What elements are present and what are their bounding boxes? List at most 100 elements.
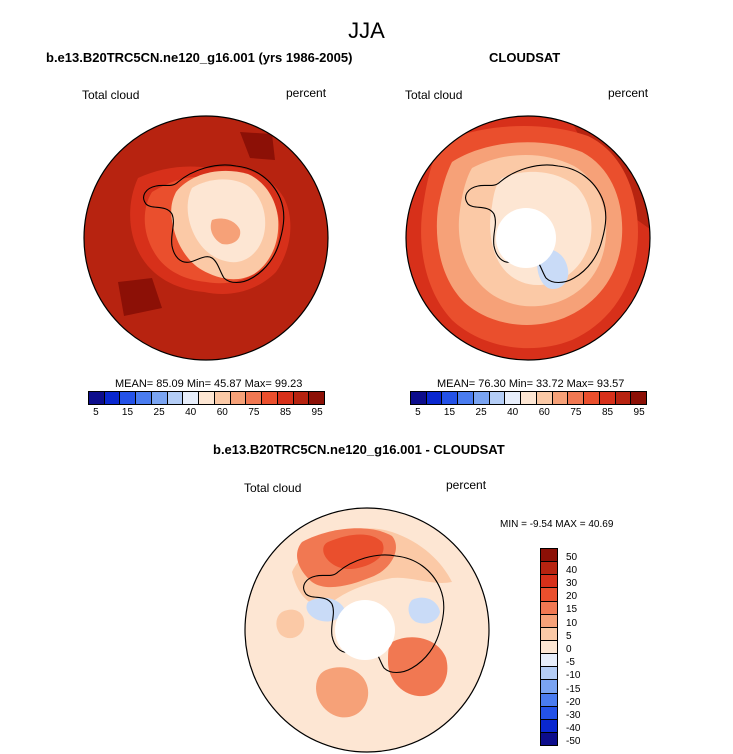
diff-negative-patch (408, 597, 440, 624)
obs-stats: MEAN= 76.30 Min= 33.72 Max= 93.57 (437, 378, 625, 390)
model-panel-title: b.e13.B20TRC5CN.ne120_g16.001 (yrs 1986-… (46, 50, 353, 65)
diff-colorbar-tick-label: 50 (566, 551, 578, 563)
diff-colorbar-cell (541, 680, 557, 694)
model-variable-label: Total cloud (82, 88, 140, 102)
diff-positive-patch (388, 637, 448, 697)
obs-colorbar-tick-label: 40 (507, 407, 519, 418)
diff-colorbar-tick-label: 40 (566, 564, 578, 576)
diff-colorbar-tick-label: -10 (566, 670, 581, 682)
diff-colorbar-tick-label: 5 (566, 630, 572, 642)
model-colorbar-cell (136, 392, 152, 404)
model-colorbar-tick-label: 60 (216, 407, 228, 418)
model-stats: MEAN= 85.09 Min= 45.87 Max= 99.23 (115, 378, 303, 390)
obs-colorbar-cell (536, 392, 553, 404)
obs-colorbar-cell (505, 392, 522, 404)
model-colorbar-tick-label: 75 (248, 407, 260, 418)
diff-variable-label: Total cloud (244, 481, 302, 495)
model-colorbar-tick-label: 95 (311, 407, 323, 418)
model-units-label: percent (286, 86, 327, 100)
model-colorbar-tick-label: 85 (279, 407, 292, 418)
diff-positive-core (323, 534, 384, 570)
model-colorbar-cell (183, 392, 200, 404)
obs-colorbar: 5 15 25 40 60 75 85 95 (410, 391, 647, 418)
diff-colorbar-tick-label: 0 (566, 644, 572, 655)
model-map-border (83, 115, 329, 361)
model-colorbar-cell (293, 392, 310, 404)
diff-colorbar-cell (541, 706, 557, 720)
diff-colorbar-cell (541, 601, 557, 615)
model-colorbar-tick-label: 15 (121, 407, 134, 418)
model-colorbar-cell (262, 392, 278, 404)
model-colorbar-cell (167, 392, 184, 404)
obs-variable-label: Total cloud (405, 88, 463, 102)
obs-colorbar-cell (521, 392, 537, 404)
diff-colorbar-cell (541, 549, 557, 563)
model-colorbar: 5 15 25 40 60 75 85 95 (88, 391, 325, 418)
diff-colorbar-cell (541, 719, 557, 733)
diff-colorbar-tick-label: -5 (566, 657, 575, 669)
model-colorbar-tick-label: 25 (153, 407, 165, 418)
diff-colorbar-tick-label: -15 (566, 683, 581, 695)
diff-colorbar-cell (541, 588, 557, 602)
obs-map-border (405, 115, 651, 361)
diff-colorbar-tick-label: -40 (566, 723, 581, 735)
diff-panel-title: b.e13.B20TRC5CN.ne120_g16.001 - CLOUDSAT (213, 442, 505, 457)
diff-units-label: percent (446, 478, 487, 492)
model-colorbar-cell (120, 392, 137, 404)
model-colorbar-cell (104, 392, 121, 404)
diff-colorbar-tick-label: -20 (566, 696, 581, 708)
model-colorbar-cell (246, 392, 263, 404)
diff-colorbar-cell (541, 575, 557, 589)
obs-missing-data-hole (496, 208, 556, 268)
obs-panel-title: CLOUDSAT (489, 50, 561, 65)
obs-colorbar-cell (489, 392, 506, 404)
obs-colorbar-tick-label: 5 (415, 407, 421, 418)
model-max-patch (240, 132, 275, 160)
diff-positive-patch (316, 667, 369, 718)
obs-colorbar-cell (584, 392, 600, 404)
diff-negative-patch (306, 597, 344, 622)
obs-colorbar-cell (458, 392, 474, 404)
obs-colorbar-tick-label: 85 (601, 407, 614, 418)
diff-colorbar-tick-label: -30 (566, 710, 581, 721)
diff-missing-data-hole (335, 600, 395, 660)
model-colorbar-cell (277, 392, 294, 404)
model-max-patch (118, 278, 162, 316)
figure-title: JJA (348, 18, 385, 43)
obs-colorbar-cell (599, 392, 616, 404)
diff-colorbar-cell (541, 614, 557, 628)
model-colorbar-cell (199, 392, 215, 404)
diff-minmax: MIN = -9.54 MAX = 40.69 (500, 519, 614, 530)
obs-polar-map (405, 115, 651, 361)
diff-colorbar-cell (541, 654, 557, 668)
diff-colorbar-cell (541, 562, 557, 576)
model-colorbar-cell (89, 392, 105, 404)
obs-colorbar-cell (615, 392, 632, 404)
diff-colorbar-tick-label: 10 (566, 617, 578, 629)
diff-colorbar-tick-label: 15 (566, 604, 578, 616)
obs-colorbar-cell (426, 392, 443, 404)
diff-colorbar-ticks: 50 40 30 20 15 10 5 0 -5 -10 -15 -20 -30 -40 -50 (566, 548, 606, 748)
obs-colorbar-tick-label: 95 (633, 407, 645, 418)
obs-colorbar-tick-label: 75 (570, 407, 582, 418)
diff-positive-patch (276, 609, 305, 639)
model-colorbar-cell (214, 392, 231, 404)
model-colorbar-cell (230, 392, 247, 404)
diff-colorbar-cell (541, 640, 557, 655)
obs-colorbar-cell (473, 392, 490, 404)
model-colorbar-tick-label: 40 (185, 407, 197, 418)
obs-colorbar-cell (411, 392, 427, 404)
diff-colorbar-cell (541, 667, 557, 681)
model-polar-map (83, 115, 329, 361)
diff-colorbar (540, 548, 558, 746)
obs-colorbar-cell (552, 392, 569, 404)
obs-colorbar-cell (442, 392, 459, 404)
diff-colorbar-tick-label: 20 (566, 591, 578, 603)
model-coastline (143, 164, 285, 284)
obs-colorbar-tick-label: 15 (443, 407, 456, 418)
diff-colorbar-cell (541, 732, 557, 746)
model-colorbar-cell (151, 392, 168, 404)
model-colorbar-cell (309, 392, 325, 404)
model-interior-patch (210, 218, 241, 245)
obs-colorbar-cell (568, 392, 585, 404)
